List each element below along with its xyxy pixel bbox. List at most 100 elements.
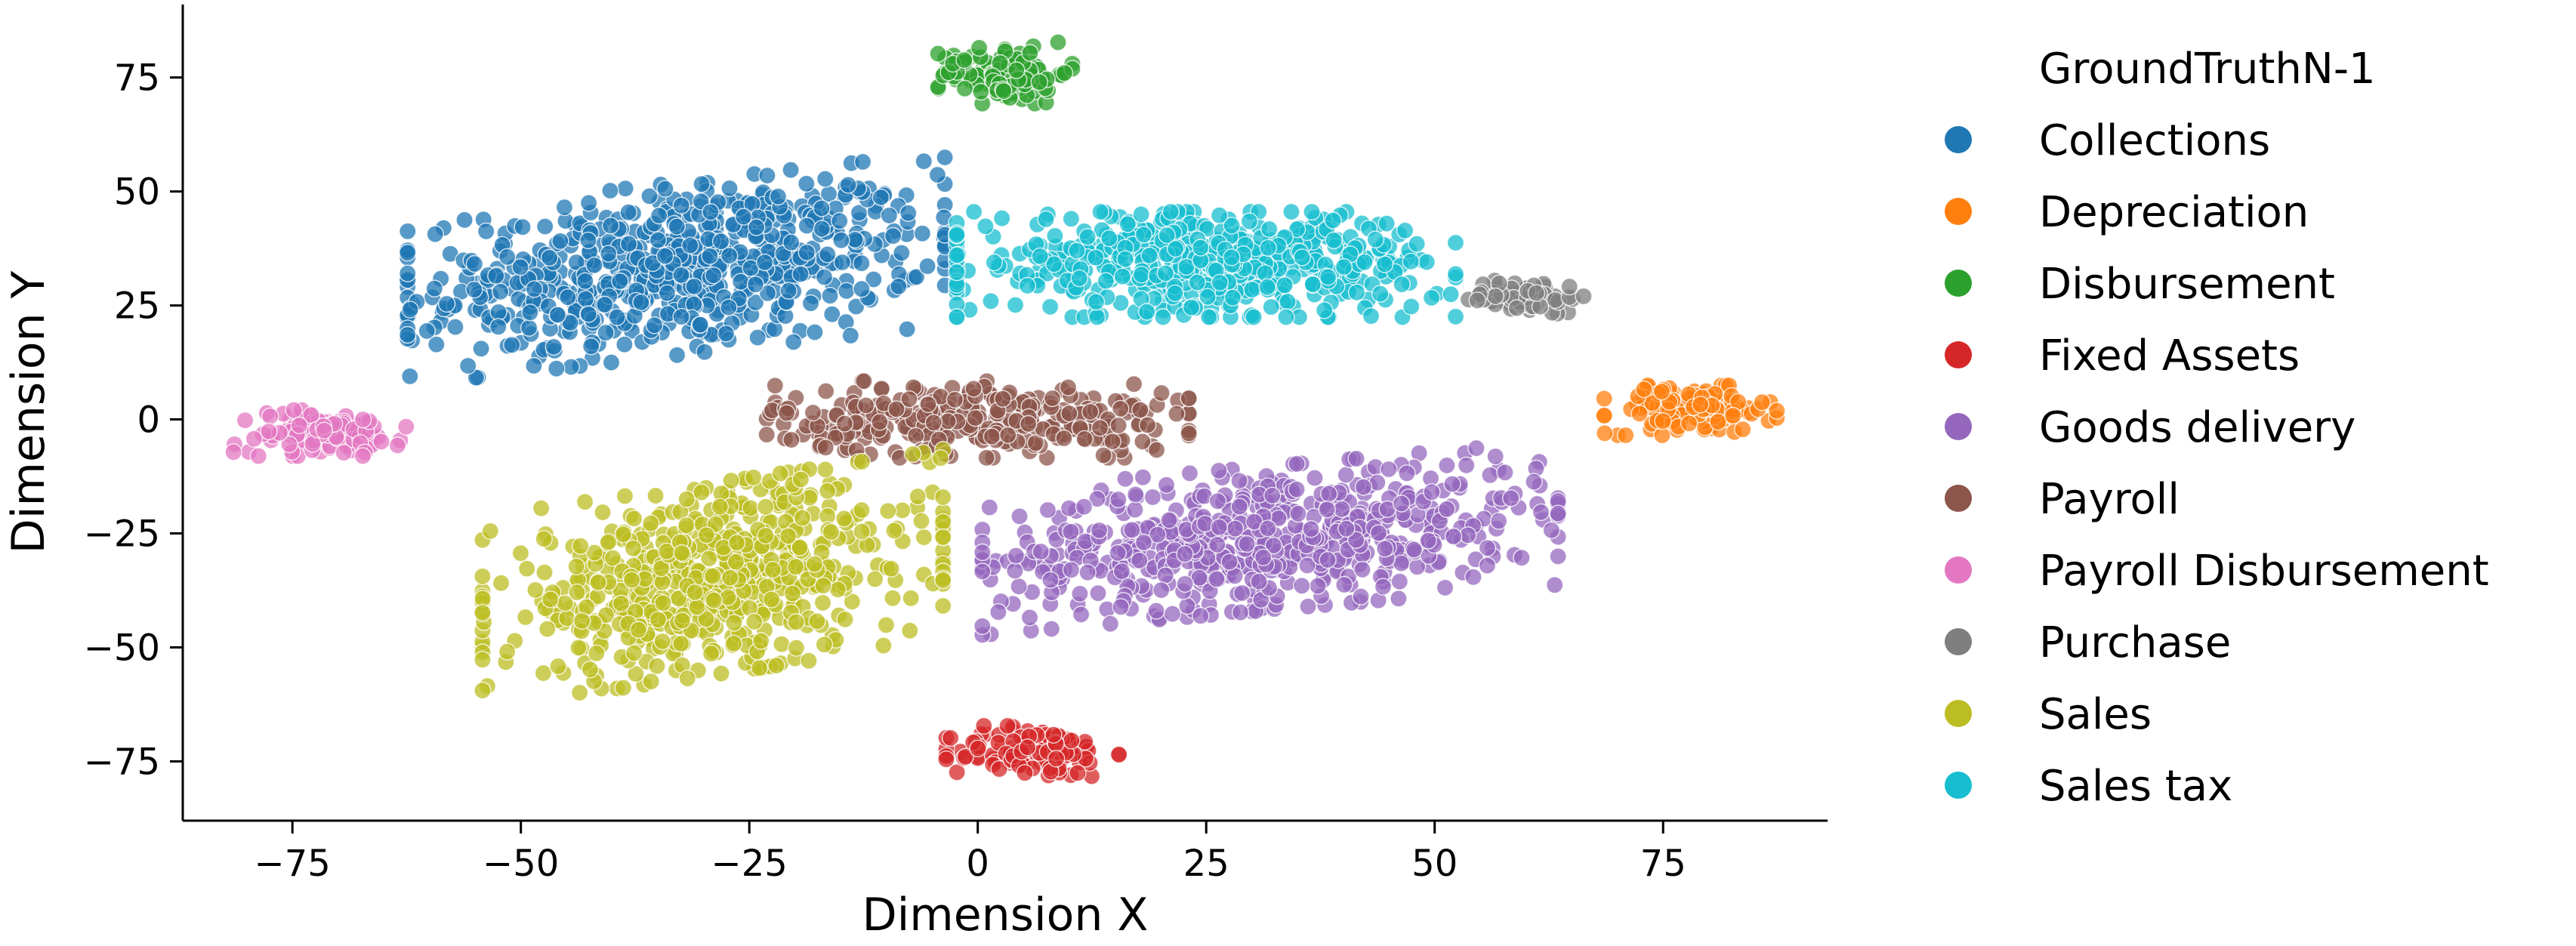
data-point — [388, 436, 407, 455]
data-point — [744, 468, 763, 486]
data-point — [579, 231, 597, 250]
data-point — [1043, 389, 1062, 408]
legend-marker — [1945, 270, 1972, 297]
data-point — [1090, 521, 1109, 540]
legend-marker — [1945, 485, 1972, 512]
data-point — [1366, 230, 1385, 248]
series-sales-tax — [948, 202, 1465, 326]
data-point — [532, 499, 551, 517]
data-point — [800, 652, 818, 670]
data-point — [1044, 726, 1063, 744]
data-point — [969, 739, 987, 757]
legend: GroundTruthN-1 Collections Depreciation Di… — [1945, 45, 2489, 811]
data-point — [650, 206, 668, 225]
data-point — [562, 358, 580, 376]
legend-marker — [1945, 413, 1972, 440]
legend-label: Fixed Assets — [2039, 331, 2300, 381]
data-point — [642, 672, 660, 691]
data-point — [1210, 518, 1229, 536]
data-point — [882, 559, 900, 578]
data-point — [401, 367, 419, 386]
data-point — [489, 318, 507, 336]
data-point — [474, 681, 492, 700]
data-point — [721, 569, 739, 587]
data-point — [884, 226, 902, 245]
data-point — [1062, 210, 1081, 228]
data-point — [746, 293, 765, 312]
data-point — [426, 225, 444, 243]
data-point — [1260, 220, 1279, 239]
data-point — [652, 559, 671, 578]
data-point — [1299, 597, 1317, 615]
data-point — [1549, 504, 1567, 522]
data-point — [1347, 531, 1365, 549]
data-point — [725, 614, 743, 632]
data-point — [853, 254, 871, 273]
data-point — [745, 612, 764, 631]
data-point — [919, 395, 937, 414]
data-point — [541, 590, 560, 609]
data-point — [1768, 402, 1786, 420]
data-point — [372, 433, 390, 451]
legend-marker — [1945, 556, 1972, 584]
data-point — [474, 567, 492, 586]
data-point — [1467, 439, 1485, 458]
data-point — [764, 560, 782, 579]
data-point — [1438, 456, 1456, 475]
data-point — [822, 522, 841, 541]
legend-item: Payroll Disbursement — [1945, 547, 2489, 596]
data-point — [757, 425, 776, 444]
data-point — [1019, 414, 1038, 433]
data-point — [1208, 570, 1226, 588]
data-point — [492, 574, 511, 592]
data-point — [568, 583, 586, 602]
data-point — [640, 187, 659, 205]
legend-label: Collections — [2039, 116, 2270, 165]
data-point — [1405, 541, 1424, 559]
data-point — [1180, 389, 1198, 408]
data-point — [900, 390, 918, 408]
data-point — [481, 522, 499, 541]
data-point — [841, 326, 860, 345]
data-point — [970, 39, 989, 57]
data-point — [856, 396, 875, 414]
data-point — [1223, 288, 1242, 307]
data-point — [1018, 738, 1037, 756]
data-point — [1444, 527, 1463, 546]
data-point — [766, 377, 785, 395]
data-point — [1180, 464, 1199, 482]
data-point — [1369, 524, 1388, 542]
data-point — [688, 598, 706, 617]
data-point — [839, 176, 857, 194]
x-tick-label: 25 — [1183, 843, 1229, 885]
data-point — [656, 247, 674, 265]
data-point — [600, 245, 618, 263]
data-point — [678, 669, 696, 688]
x-tick-label: 50 — [1411, 843, 1458, 885]
data-point — [1288, 220, 1307, 239]
data-point — [615, 487, 634, 505]
data-point — [808, 612, 826, 630]
data-point — [1046, 226, 1064, 245]
data-point — [786, 558, 805, 576]
data-point — [1347, 449, 1365, 468]
data-point — [1210, 461, 1228, 480]
data-point — [619, 203, 637, 221]
data-point — [601, 181, 619, 200]
data-point — [1293, 248, 1311, 267]
data-point — [853, 280, 871, 298]
data-point — [1010, 507, 1029, 525]
legend-item: Sales tax — [1945, 762, 2232, 811]
data-point — [816, 461, 835, 479]
data-point — [672, 266, 690, 284]
legend-item: Goods delivery — [1945, 403, 2355, 452]
data-point — [884, 589, 902, 607]
data-point — [877, 616, 896, 634]
data-point — [990, 760, 1008, 778]
data-point — [1152, 581, 1171, 599]
data-point — [1070, 269, 1089, 288]
data-point — [614, 679, 632, 697]
data-point — [459, 356, 477, 375]
data-point — [596, 295, 614, 314]
y-tick-label: 25 — [114, 285, 160, 328]
